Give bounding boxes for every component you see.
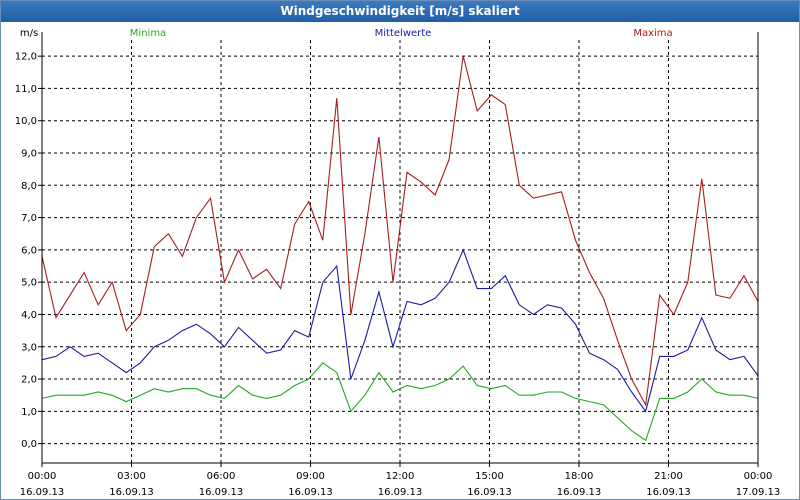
x-tick-time: 09:00 bbox=[296, 471, 325, 482]
y-tick-label: 12,0 bbox=[15, 52, 37, 63]
legend-mittelwerte: Mittelwerte bbox=[375, 28, 432, 39]
series-line-minima bbox=[41, 362, 759, 442]
x-tick-date: 16.09.13 bbox=[20, 487, 65, 498]
series-lines bbox=[41, 55, 759, 442]
series-line-maxima bbox=[41, 55, 759, 407]
chart-title: Windgeschwindigkeit [m/s] skaliert bbox=[1, 1, 799, 22]
y-tick-label: 2,0 bbox=[21, 375, 37, 386]
y-tick-label: 0,0 bbox=[21, 439, 37, 450]
series-line-mittelwerte bbox=[41, 248, 759, 413]
y-tick-label: 7,0 bbox=[21, 213, 37, 224]
legend-minima: Minima bbox=[130, 28, 166, 39]
y-tick-label: 10,0 bbox=[15, 116, 37, 127]
wind-speed-chart: 0,0 1,0 2,0 3,0 4,0 5,0 6,0 7,0 8,0 9,0 10,0 11,0 12… bbox=[15, 28, 781, 498]
y-axis-label: m/s bbox=[20, 28, 38, 39]
grid bbox=[42, 40, 758, 463]
x-tick-date: 16.09.13 bbox=[646, 487, 691, 498]
y-tick-label: 3,0 bbox=[21, 342, 37, 353]
x-tick-date: 16.09.13 bbox=[109, 487, 154, 498]
x-tick-date: 16.09.13 bbox=[378, 487, 423, 498]
y-tick-label: 8,0 bbox=[21, 181, 37, 192]
y-tick-label: 1,0 bbox=[21, 407, 37, 418]
x-tick-time: 21:00 bbox=[654, 471, 683, 482]
x-tick-time: 00:00 bbox=[28, 471, 57, 482]
x-tick-date: 17.09.13 bbox=[736, 487, 781, 498]
y-tick-label: 5,0 bbox=[21, 278, 37, 289]
legend-maxima: Maxima bbox=[633, 28, 672, 39]
y-tick-label: 4,0 bbox=[21, 310, 37, 321]
axes: 0,0 1,0 2,0 3,0 4,0 5,0 6,0 7,0 8,0 9,0 10,0 11,0 12… bbox=[15, 28, 781, 498]
x-tick-date: 16.09.13 bbox=[557, 487, 602, 498]
x-tick-date: 16.09.13 bbox=[199, 487, 244, 498]
x-tick-time: 15:00 bbox=[475, 471, 504, 482]
x-tick-time: 12:00 bbox=[386, 471, 415, 482]
y-tick-label: 11,0 bbox=[15, 84, 37, 95]
y-tick-label: 6,0 bbox=[21, 245, 37, 256]
x-tick-time: 06:00 bbox=[207, 471, 236, 482]
x-tick-time: 03:00 bbox=[117, 471, 146, 482]
y-tick-label: 9,0 bbox=[21, 149, 37, 160]
x-tick-date: 16.09.13 bbox=[288, 487, 333, 498]
x-tick-time: 18:00 bbox=[565, 471, 594, 482]
x-tick-date: 16.09.13 bbox=[467, 487, 512, 498]
x-tick-time: 00:00 bbox=[744, 471, 773, 482]
